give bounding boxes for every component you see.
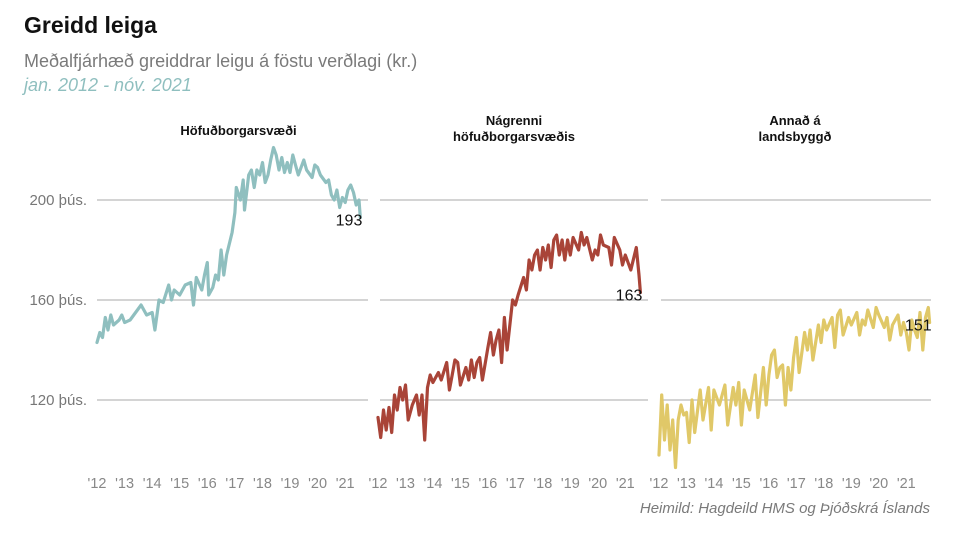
x-tick-label-panel-3-2: '13 [677, 476, 696, 492]
y-tick-label-120: 120 þús. [29, 392, 87, 409]
panel-title-3-line-1: Annað á [769, 113, 821, 128]
x-tick-label-panel-1-9: '20 [308, 476, 327, 492]
x-tick-label-panel-3-5: '16 [759, 476, 778, 492]
x-tick-label-panel-1-7: '18 [253, 476, 272, 492]
x-tick-label-panel-2-4: '15 [451, 476, 470, 492]
x-tick-label-panel-1-6: '17 [225, 476, 244, 492]
y-tick-label-200: 200 þús. [29, 192, 87, 209]
panel-title-2-line-2: höfuðborgarsvæðis [453, 129, 575, 144]
series-line-panel-3 [657, 305, 932, 470]
series-line-panel-1 [95, 145, 362, 345]
panel-title-3-line-2: landsbyggð [759, 129, 832, 144]
x-tick-label-panel-2-3: '14 [423, 476, 442, 492]
x-tick-label-panel-1-1: '12 [88, 476, 107, 492]
x-tick-label-panel-1-2: '13 [115, 476, 134, 492]
panel-title-1-line-1: Höfuðborgarsvæði [180, 123, 296, 138]
x-tick-label-panel-2-6: '17 [506, 476, 525, 492]
x-tick-label-panel-3-6: '17 [787, 476, 806, 492]
x-tick-label-panel-3-1: '12 [650, 476, 669, 492]
end-value-label-panel-1: 193 [336, 213, 363, 230]
chart-period: jan. 2012 - nóv. 2021 [24, 75, 192, 95]
end-value-label-panel-2: 163 [616, 288, 643, 305]
panel-title-2-line-1: Nágrenni [486, 113, 542, 128]
x-tick-label-panel-2-8: '19 [561, 476, 580, 492]
x-tick-label-panel-3-7: '18 [814, 476, 833, 492]
source-note: Heimild: Hagdeild HMS og Þjóðskrá Ísland… [639, 500, 930, 517]
x-tick-label-panel-2-1: '12 [369, 476, 388, 492]
x-tick-label-panel-3-4: '15 [732, 476, 751, 492]
x-tick-label-panel-2-2: '13 [396, 476, 415, 492]
x-tick-label-panel-3-10: '21 [897, 476, 916, 492]
y-tick-label-160: 160 þús. [29, 292, 87, 309]
page-title: Greidd leiga [24, 12, 157, 38]
x-tick-label-panel-2-7: '18 [533, 476, 552, 492]
x-tick-label-panel-2-10: '21 [616, 476, 635, 492]
series-line-panel-2 [376, 230, 642, 442]
x-tick-label-panel-3-9: '20 [869, 476, 888, 492]
x-tick-label-panel-1-3: '14 [143, 476, 162, 492]
x-tick-label-panel-2-5: '16 [478, 476, 497, 492]
chart-subtitle: Meðalfjárhæð greiddrar leigu á föstu ver… [24, 51, 418, 71]
x-tick-label-panel-2-9: '20 [588, 476, 607, 492]
x-tick-label-panel-3-8: '19 [842, 476, 861, 492]
end-value-label-panel-3: 151 [905, 318, 932, 335]
x-tick-label-panel-1-8: '19 [281, 476, 300, 492]
x-tick-label-panel-3-3: '14 [704, 476, 723, 492]
x-tick-label-panel-1-4: '15 [170, 476, 189, 492]
x-tick-label-panel-1-10: '21 [336, 476, 355, 492]
x-tick-label-panel-1-5: '16 [198, 476, 217, 492]
